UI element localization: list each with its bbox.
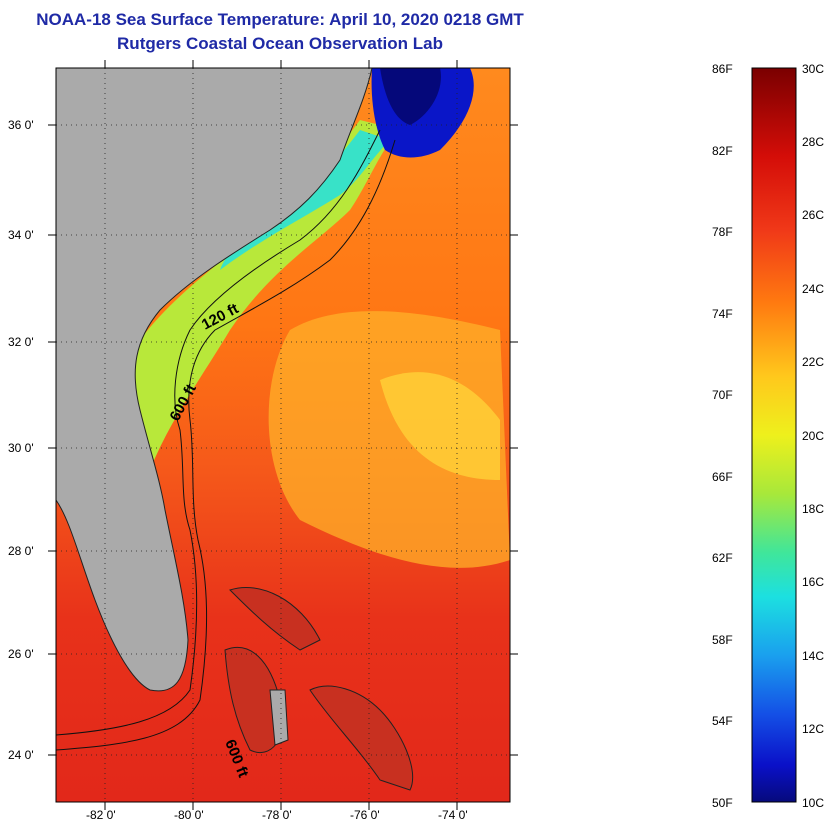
colorbar-c-label: 18C (802, 502, 825, 516)
colorbar-f-label: 50F (712, 796, 733, 810)
colorbar-c-label: 20C (802, 429, 825, 443)
colorbar-f-label: 54F (712, 714, 733, 728)
colorbar-c-label: 26C (802, 208, 825, 222)
lon-label: -76 0' (350, 808, 380, 822)
colorbar-c-label: 12C (802, 722, 825, 736)
grid-lines (56, 68, 510, 802)
lon-label: -82 0' (86, 808, 116, 822)
colorbar-f-label: 82F (712, 144, 733, 158)
colorbar-f-label: 70F (712, 388, 733, 402)
map-title: NOAA-18 Sea Surface Temperature: April 1… (36, 10, 524, 29)
colorbar-c-label: 24C (802, 282, 825, 296)
colorbar-c-label: 16C (802, 575, 825, 589)
land-mass (56, 68, 372, 691)
colorbar-f-label: 58F (712, 633, 733, 647)
colorbar-f-label: 62F (712, 551, 733, 565)
colorbar-c-label: 28C (802, 135, 825, 149)
island-outline (229, 586, 321, 651)
lon-label: -74 0' (438, 808, 468, 822)
colorbar (751, 67, 797, 803)
isobath-120ft (56, 129, 381, 736)
lat-label: 36 0' (8, 118, 34, 132)
map-image: 120 ft 600 ft 600 ft (56, 68, 510, 802)
colorbar-f-label: 78F (712, 225, 733, 239)
lat-label: 26 0' (8, 647, 34, 661)
colorbar-c-label: 22C (802, 355, 825, 369)
lat-label: 30 0' (8, 441, 34, 455)
colorbar-f-label: 66F (712, 470, 733, 484)
map-frame (55, 67, 511, 803)
colorbar-c-label: 14C (802, 649, 825, 663)
map-subtitle: Rutgers Coastal Ocean Observation Lab (117, 34, 443, 53)
lon-label: -78 0' (262, 808, 292, 822)
colorbar-f-label: 86F (712, 62, 733, 76)
lat-label: 24 0' (8, 748, 34, 762)
lon-label: -80 0' (174, 808, 204, 822)
lat-label: 32 0' (8, 335, 34, 349)
colorbar-c-label: 10C (802, 796, 825, 810)
colorbar-f-label: 74F (712, 307, 733, 321)
isobath-600ft (56, 139, 396, 751)
lat-label: 34 0' (8, 228, 34, 242)
axis-ticks (48, 60, 518, 810)
colorbar-c-label: 30C (802, 62, 825, 76)
coastline (56, 68, 373, 692)
lat-label: 28 0' (8, 544, 34, 558)
warm-water-patch (268, 311, 510, 568)
